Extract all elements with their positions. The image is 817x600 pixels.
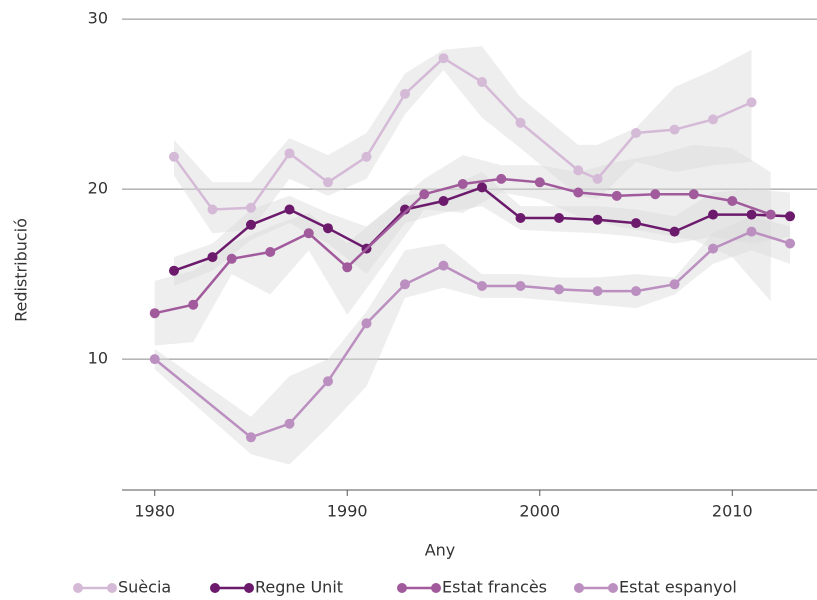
- x-tick-label: 1980: [134, 502, 175, 521]
- data-point: [554, 284, 565, 295]
- data-point: [515, 213, 526, 223]
- y-tick-label: 10: [88, 349, 108, 368]
- legend-marker: [73, 583, 83, 593]
- legend-marker: [107, 583, 117, 593]
- data-point: [785, 238, 796, 249]
- data-point: [650, 189, 661, 200]
- data-point: [631, 218, 642, 229]
- data-point: [322, 223, 333, 234]
- y-tick-label: 20: [88, 179, 108, 198]
- data-point: [669, 279, 680, 290]
- legend-label: Regne Unit: [255, 578, 343, 597]
- data-point: [477, 77, 488, 87]
- data-point: [400, 88, 411, 99]
- data-point: [207, 204, 218, 215]
- data-point: [168, 151, 179, 162]
- data-point: [322, 376, 333, 387]
- data-point: [496, 173, 507, 184]
- data-point: [592, 173, 603, 184]
- data-point: [592, 286, 603, 297]
- data-point: [573, 187, 584, 198]
- data-point: [477, 281, 488, 291]
- data-point: [149, 354, 160, 365]
- data-point: [168, 265, 179, 276]
- data-point: [515, 117, 526, 128]
- confidence-band: [154, 144, 771, 346]
- data-point: [245, 202, 256, 213]
- data-point: [554, 213, 565, 223]
- data-point: [708, 209, 719, 220]
- data-point: [515, 281, 526, 291]
- legend-label: Estat espanyol: [619, 578, 737, 597]
- data-point: [284, 204, 295, 215]
- data-point: [611, 190, 622, 201]
- legend-marker: [608, 583, 618, 593]
- data-point: [322, 177, 333, 188]
- data-point: [188, 299, 199, 310]
- data-point: [631, 286, 642, 297]
- data-point: [669, 124, 680, 135]
- data-point: [592, 214, 603, 225]
- data-point: [361, 318, 372, 329]
- legend-marker: [210, 583, 220, 593]
- y-tick-label: 30: [88, 9, 108, 28]
- data-point: [207, 252, 218, 263]
- data-point: [708, 114, 719, 125]
- legend-label: Suècia: [118, 578, 171, 597]
- data-point: [765, 209, 776, 220]
- confidence-band: [154, 216, 791, 465]
- legend-label: Estat francès: [442, 578, 547, 597]
- data-point: [361, 151, 372, 162]
- data-point: [746, 226, 757, 237]
- y-axis-label: Redistribució: [12, 218, 31, 322]
- data-point: [457, 179, 468, 189]
- series-line: [172, 56, 753, 211]
- confidence-band: [173, 46, 752, 234]
- data-point: [573, 165, 584, 176]
- data-point: [631, 128, 642, 138]
- x-tick-label: 1990: [327, 502, 368, 521]
- series-line: [154, 177, 772, 315]
- data-point: [746, 97, 757, 108]
- data-point: [245, 219, 256, 230]
- data-point: [438, 53, 449, 64]
- data-point: [149, 308, 160, 319]
- x-tick-label: 2000: [519, 502, 560, 521]
- data-point: [727, 196, 738, 206]
- data-point: [534, 177, 545, 188]
- legend-marker: [397, 583, 407, 593]
- data-point: [226, 253, 237, 264]
- legend-marker: [574, 583, 584, 593]
- legend-marker: [244, 583, 254, 593]
- x-axis-label: Any: [425, 541, 456, 560]
- data-point: [746, 209, 757, 220]
- data-point: [785, 211, 796, 222]
- data-point: [265, 247, 276, 257]
- data-point: [284, 148, 295, 159]
- data-point: [342, 262, 353, 273]
- data-point: [419, 189, 430, 200]
- series-line: [153, 230, 791, 439]
- data-point: [688, 189, 699, 200]
- data-point: [669, 226, 680, 237]
- data-point: [477, 182, 488, 193]
- data-point: [708, 243, 719, 254]
- data-point: [245, 432, 256, 443]
- data-point: [438, 260, 449, 271]
- data-point: [400, 279, 411, 290]
- data-point: [438, 196, 449, 206]
- data-point: [303, 228, 314, 239]
- data-point: [400, 204, 411, 215]
- legend-marker: [431, 583, 441, 593]
- x-tick-label: 2010: [712, 502, 753, 521]
- data-point: [284, 418, 295, 429]
